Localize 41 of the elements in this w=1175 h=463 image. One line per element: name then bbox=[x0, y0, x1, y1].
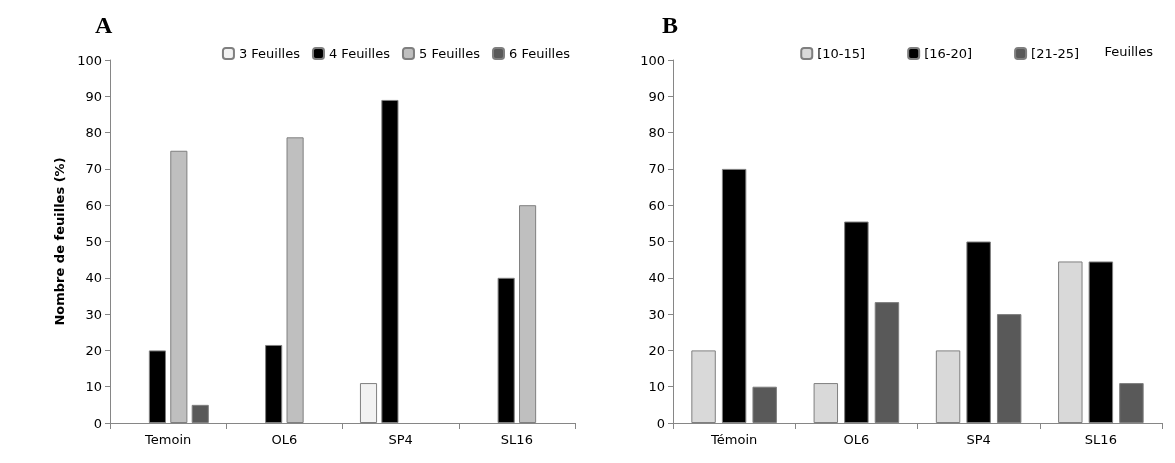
y-tick-label: 20 bbox=[85, 342, 102, 358]
x-tick-label: Temoin bbox=[144, 432, 192, 447]
legend-title: Feuilles bbox=[1104, 44, 1154, 59]
y-tick-label: 100 bbox=[77, 52, 102, 68]
y-tick-label: 30 bbox=[648, 306, 665, 322]
y-tick-label: 0 bbox=[93, 415, 102, 431]
y-tick-label: 70 bbox=[648, 161, 665, 177]
y-tick-label: 30 bbox=[85, 306, 102, 322]
legend-label: 3 Feuilles bbox=[238, 46, 301, 61]
legend-label: [10-15] bbox=[817, 46, 866, 61]
y-tick-label: 20 bbox=[648, 342, 665, 358]
chart-title: A bbox=[95, 12, 113, 38]
legend-label: 5 Feuilles bbox=[418, 46, 481, 61]
legend-label: 4 Feuilles bbox=[328, 46, 391, 61]
x-tick-label: OL6 bbox=[843, 432, 870, 447]
legend-label: [16-20] bbox=[924, 46, 973, 61]
y-tick-label: 60 bbox=[85, 197, 102, 213]
x-tick-label: SP4 bbox=[388, 432, 413, 447]
y-tick-label: 10 bbox=[85, 379, 102, 395]
y-tick-label: 100 bbox=[640, 52, 665, 68]
x-tick-label: SL16 bbox=[1084, 432, 1117, 447]
y-tick-label: 90 bbox=[648, 88, 665, 104]
x-tick-label: OL6 bbox=[271, 432, 298, 447]
y-tick-label: 60 bbox=[648, 197, 665, 213]
y-tick-label: 90 bbox=[85, 88, 102, 104]
y-tick-label: 80 bbox=[648, 125, 665, 141]
x-tick-label: SL16 bbox=[500, 432, 533, 447]
x-tick-label: SP4 bbox=[966, 432, 991, 447]
y-tick-label: 40 bbox=[648, 270, 665, 286]
y-tick-label: 80 bbox=[85, 125, 102, 141]
y-tick-label: 0 bbox=[656, 415, 665, 431]
y-tick-label: 70 bbox=[85, 161, 102, 177]
y-tick-label: 50 bbox=[648, 234, 665, 249]
y-tick-label: 40 bbox=[85, 270, 102, 286]
y-axis-title: Nombre de feuilles (%) bbox=[52, 157, 68, 326]
x-tick-label: Témoin bbox=[710, 432, 758, 447]
legend-label: [21-25] bbox=[1031, 46, 1079, 61]
y-tick-label: 50 bbox=[85, 234, 102, 249]
legend-label: 6 Feuilles bbox=[508, 46, 571, 61]
y-tick-label: 10 bbox=[648, 379, 665, 395]
chart-title: B bbox=[662, 12, 679, 38]
